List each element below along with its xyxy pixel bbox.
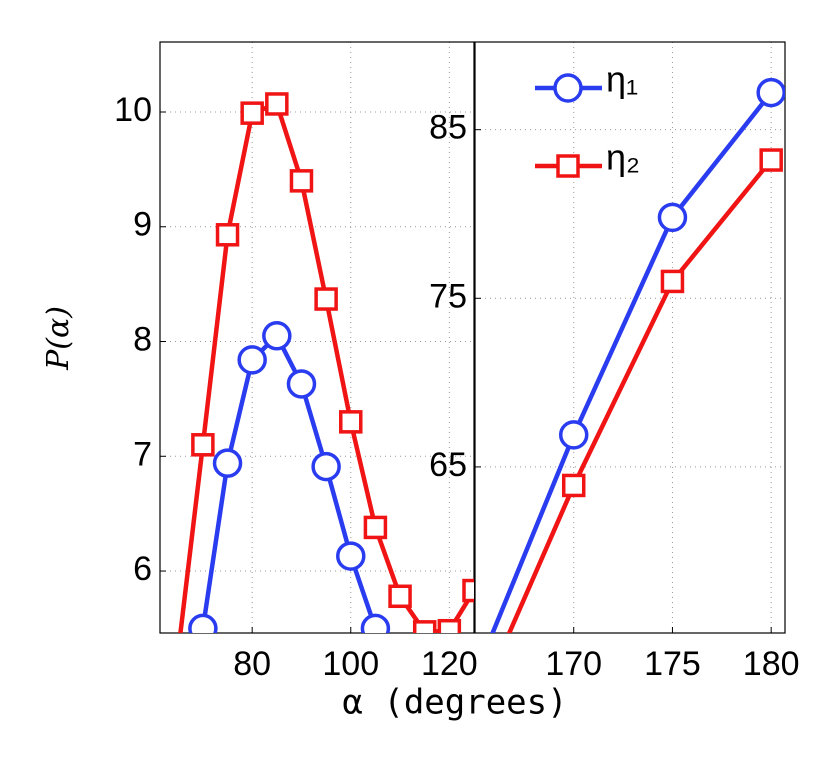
marker: [756, 77, 785, 108]
series-line: [178, 101, 474, 633]
x-tick-label: 120: [421, 645, 478, 683]
legend-marker: [556, 154, 580, 178]
plot-frame: [159, 41, 475, 634]
marker: [262, 321, 292, 351]
series-line: [200, 332, 378, 630]
legend-marker: [553, 73, 583, 103]
x-tick-label: 170: [545, 645, 602, 683]
y-tick-label: 75: [429, 277, 467, 315]
y-tick-label: 10: [114, 91, 152, 129]
marker: [759, 148, 783, 172]
x-tick-label: 175: [644, 645, 701, 683]
marker: [462, 578, 474, 603]
plot-frame: [474, 41, 786, 634]
marker: [311, 451, 341, 482]
marker: [437, 618, 462, 633]
marker: [289, 169, 314, 193]
y-tick-label: 65: [429, 446, 467, 484]
marker: [360, 613, 391, 633]
marker: [237, 345, 267, 375]
legend-label: η₂: [606, 137, 640, 178]
marker: [363, 515, 388, 540]
series-line: [506, 158, 773, 633]
marker: [188, 613, 218, 633]
x-tick-label: 180: [743, 645, 800, 683]
y-tick-label: 8: [133, 321, 152, 359]
x-tick-label: 100: [322, 645, 379, 683]
x-axis-label: α (degrees): [342, 683, 567, 723]
marker: [412, 620, 437, 633]
marker: [336, 541, 366, 571]
legend-label: η₁: [606, 59, 638, 100]
y-axis-label: P(α): [41, 306, 76, 371]
x-tick-label: 80: [233, 645, 271, 683]
marker: [191, 433, 215, 457]
marker: [339, 410, 363, 434]
plot-area: [168, 92, 474, 661]
marker: [561, 473, 586, 498]
marker: [660, 269, 685, 294]
series-line: [490, 91, 773, 633]
y-tick-label: 6: [133, 550, 152, 588]
y-tick-label: 7: [133, 435, 152, 473]
y-tick-label: 9: [133, 206, 152, 244]
marker: [240, 101, 264, 125]
y-tick-label: 85: [429, 109, 467, 147]
marker: [388, 584, 412, 609]
marker: [558, 420, 589, 450]
marker: [657, 202, 688, 233]
marker: [212, 448, 243, 478]
marker: [265, 92, 289, 116]
marker: [168, 641, 188, 661]
marker: [286, 369, 317, 399]
marker: [215, 223, 240, 247]
plot-area: [490, 77, 785, 633]
marker: [314, 287, 338, 311]
